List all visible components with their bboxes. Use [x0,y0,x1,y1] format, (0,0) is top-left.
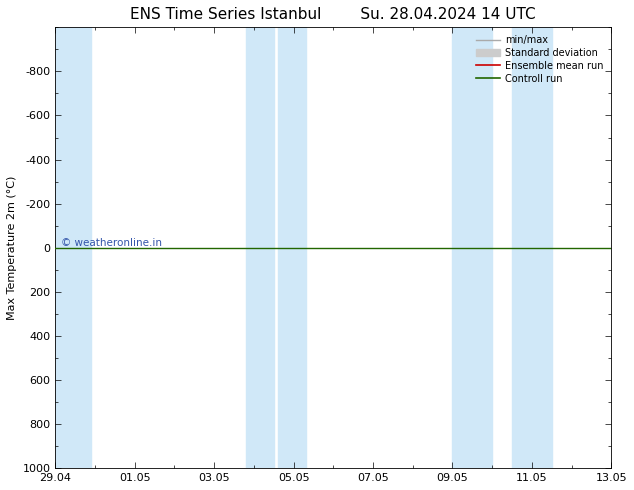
Bar [55,27,91,468]
Bar [512,27,552,468]
Bar [453,27,492,468]
Bar [246,27,274,468]
Text: © weatheronline.in: © weatheronline.in [61,238,162,248]
Title: ENS Time Series Istanbul        Su. 28.04.2024 14 UTC: ENS Time Series Istanbul Su. 28.04.2024 … [131,7,536,22]
Legend: min/max, Standard deviation, Ensemble mean run, Controll run: min/max, Standard deviation, Ensemble me… [473,32,606,87]
Y-axis label: Max Temperature 2m (°C): Max Temperature 2m (°C) [7,175,17,320]
Bar [278,27,306,468]
